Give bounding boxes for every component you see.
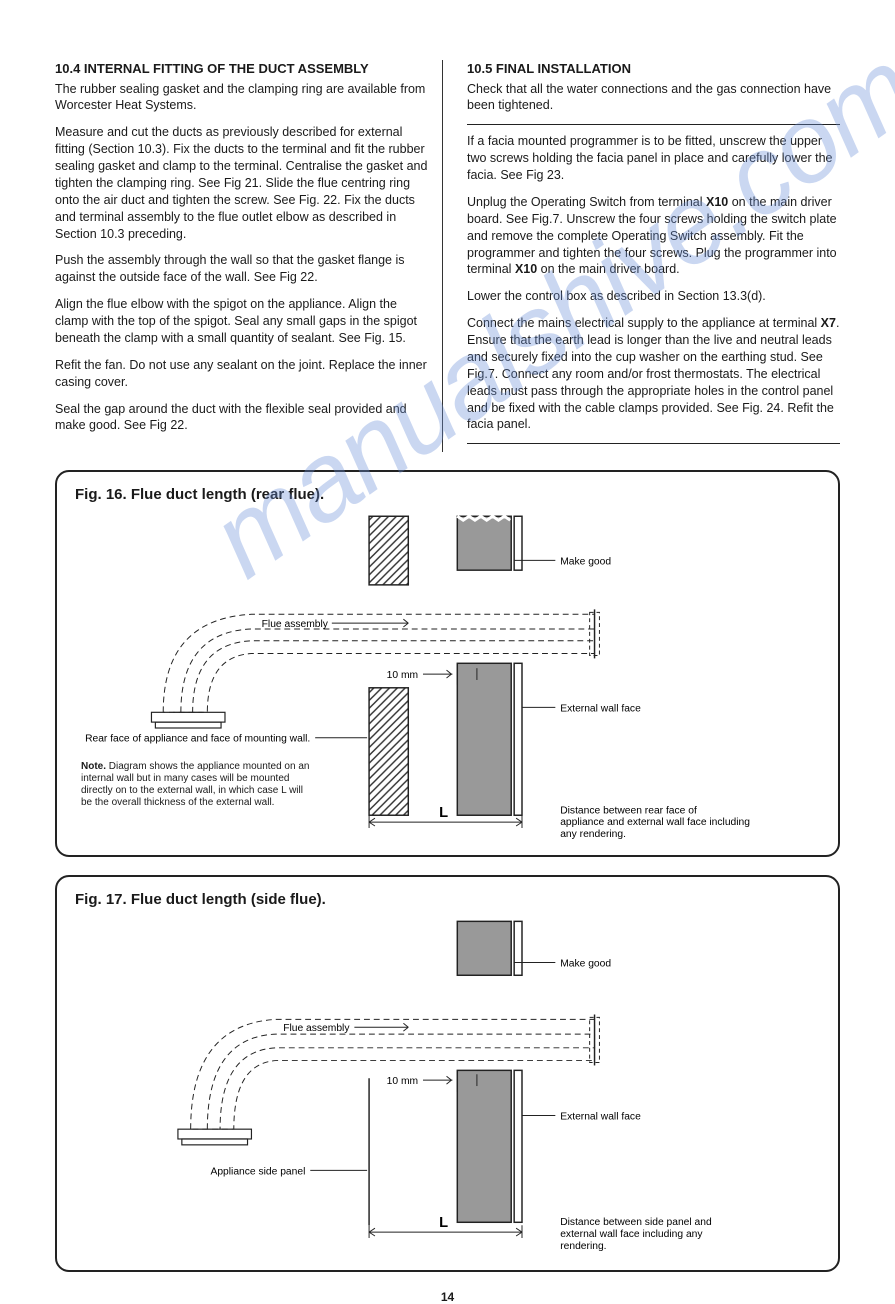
- label-rear-face: Rear face of appliance and face of mount…: [85, 734, 310, 745]
- paragraph: Push the assembly through the wall so th…: [55, 252, 428, 286]
- label-10mm: 10 mm: [387, 1076, 418, 1087]
- text: . Ensure that the earth lead is longer t…: [467, 316, 839, 431]
- figure-16-diagram: Make good Flue assembly 10 mm External w…: [75, 513, 820, 843]
- paragraph: Align the flue elbow with the spigot on …: [55, 296, 428, 347]
- label-distance: Distance between rear face ofappliance a…: [560, 806, 750, 841]
- label-external-wall: External wall face: [560, 1112, 641, 1123]
- label-flue-assembly: Flue assembly: [283, 1023, 350, 1034]
- label-make-good: Make good: [560, 557, 611, 568]
- text: Unplug the Operating Switch from termina…: [467, 195, 706, 209]
- label-side-panel: Appliance side panel: [210, 1167, 305, 1178]
- section-heading-10-5: 10.5 FINAL INSTALLATION: [467, 60, 840, 78]
- paragraph: Connect the mains electrical supply to t…: [467, 315, 840, 433]
- figure-17-title: Fig. 17. Flue duct length (side flue).: [75, 891, 820, 908]
- text: Connect the mains electrical supply to t…: [467, 316, 821, 330]
- label-external-wall: External wall face: [560, 704, 641, 715]
- terminal-ref: X10: [515, 262, 537, 276]
- paragraph: Refit the fan. Do not use any sealant on…: [55, 357, 428, 391]
- label-flue-assembly: Flue assembly: [262, 619, 329, 630]
- paragraph: If a facia mounted programmer is to be f…: [467, 133, 840, 184]
- figure-16-box: Fig. 16. Flue duct length (rear flue).: [55, 470, 840, 857]
- label-L: L: [439, 805, 448, 821]
- right-column: 10.5 FINAL INSTALLATION Check that all t…: [463, 60, 840, 452]
- paragraph: Lower the control box as described in Se…: [467, 288, 840, 305]
- page-number: 14: [55, 1290, 840, 1304]
- terminal-ref: X7: [821, 316, 836, 330]
- label-distance: Distance between side panel andexternal …: [560, 1218, 712, 1253]
- paragraph: Measure and cut the ducts as previously …: [55, 124, 428, 242]
- terminal-ref: X10: [706, 195, 728, 209]
- note-bold: Note.: [81, 761, 106, 772]
- label-L: L: [439, 1215, 448, 1231]
- text: on the main driver board.: [537, 262, 679, 276]
- figure-17-svg: Make good Flue assembly 10 mm External w…: [75, 918, 820, 1258]
- note-text: Diagram shows the appliance mounted on a…: [81, 761, 309, 808]
- section-heading-10-4: 10.4 INTERNAL FITTING OF THE DUCT ASSEMB…: [55, 60, 428, 78]
- divider: [467, 124, 840, 125]
- label-10mm: 10 mm: [387, 670, 418, 681]
- figure-17-diagram: Make good Flue assembly 10 mm External w…: [75, 918, 820, 1258]
- figure-16-note: Note. Diagram shows the appliance mounte…: [81, 761, 311, 809]
- paragraph: Seal the gap around the duct with the fl…: [55, 401, 428, 435]
- paragraph: Unplug the Operating Switch from termina…: [467, 194, 840, 278]
- paragraph: Check that all the water connections and…: [467, 81, 840, 115]
- left-column: 10.4 INTERNAL FITTING OF THE DUCT ASSEMB…: [55, 60, 443, 452]
- figure-16-title: Fig. 16. Flue duct length (rear flue).: [75, 486, 820, 503]
- divider: [467, 443, 840, 444]
- text-columns: 10.4 INTERNAL FITTING OF THE DUCT ASSEMB…: [55, 60, 840, 452]
- paragraph: The rubber sealing gasket and the clampi…: [55, 81, 428, 115]
- label-make-good: Make good: [560, 959, 611, 970]
- figure-17-box: Fig. 17. Flue duct length (side flue). M…: [55, 875, 840, 1272]
